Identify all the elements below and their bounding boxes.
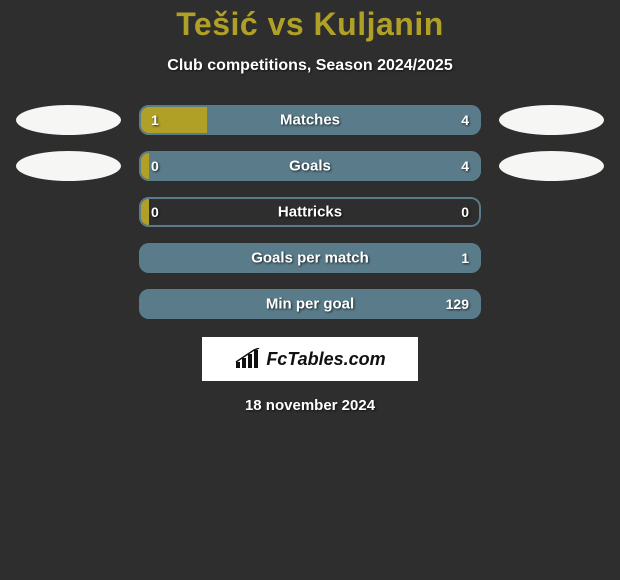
bar-value-left: 1 [151, 112, 159, 128]
date-line: 18 november 2024 [0, 397, 620, 414]
bar-fill-left [139, 151, 149, 181]
stat-row: 129 Min per goal [0, 289, 620, 319]
ellipse-left [16, 151, 121, 181]
ellipse-left [16, 243, 121, 273]
bar-value-left: 0 [151, 204, 159, 220]
bar-label: Goals [289, 158, 331, 175]
stat-bar: 0 0 Hattricks [139, 197, 481, 227]
bar-label: Min per goal [266, 296, 354, 313]
stat-bar: 129 Min per goal [139, 289, 481, 319]
ellipse-right [499, 289, 604, 319]
stat-bar: 0 4 Goals [139, 151, 481, 181]
infographic-container: Tešić vs Kuljanin Club competitions, Sea… [0, 0, 620, 414]
bar-value-right: 129 [446, 296, 469, 312]
stat-row: 0 4 Goals [0, 151, 620, 181]
bar-fill-left [139, 197, 149, 227]
stat-row: 1 Goals per match [0, 243, 620, 273]
bar-label: Goals per match [251, 250, 369, 267]
bar-fill-right [207, 105, 481, 135]
stat-row: 1 4 Matches [0, 105, 620, 135]
logo-text: FcTables.com [266, 349, 385, 370]
ellipse-left [16, 289, 121, 319]
stat-bar: 1 4 Matches [139, 105, 481, 135]
bar-value-right: 0 [461, 204, 469, 220]
bar-fill-left [139, 105, 207, 135]
ellipse-left [16, 105, 121, 135]
ellipse-left [16, 197, 121, 227]
bar-value-right: 4 [461, 158, 469, 174]
bar-value-right: 1 [461, 250, 469, 266]
page-title: Tešić vs Kuljanin [0, 6, 620, 43]
bar-value-left: 0 [151, 158, 159, 174]
stat-row: 0 0 Hattricks [0, 197, 620, 227]
bar-label: Matches [280, 112, 340, 129]
subtitle: Club competitions, Season 2024/2025 [0, 57, 620, 75]
logo-box: FcTables.com [202, 337, 418, 381]
bar-chart-icon [234, 348, 260, 370]
bar-label: Hattricks [278, 204, 342, 221]
ellipse-right [499, 151, 604, 181]
ellipse-right [499, 197, 604, 227]
stat-bar: 1 Goals per match [139, 243, 481, 273]
chart-area: 1 4 Matches 0 4 Goals 0 0 Hattricks 1 Goals per ma… [0, 105, 620, 319]
ellipse-right [499, 105, 604, 135]
ellipse-right [499, 243, 604, 273]
bar-value-right: 4 [461, 112, 469, 128]
